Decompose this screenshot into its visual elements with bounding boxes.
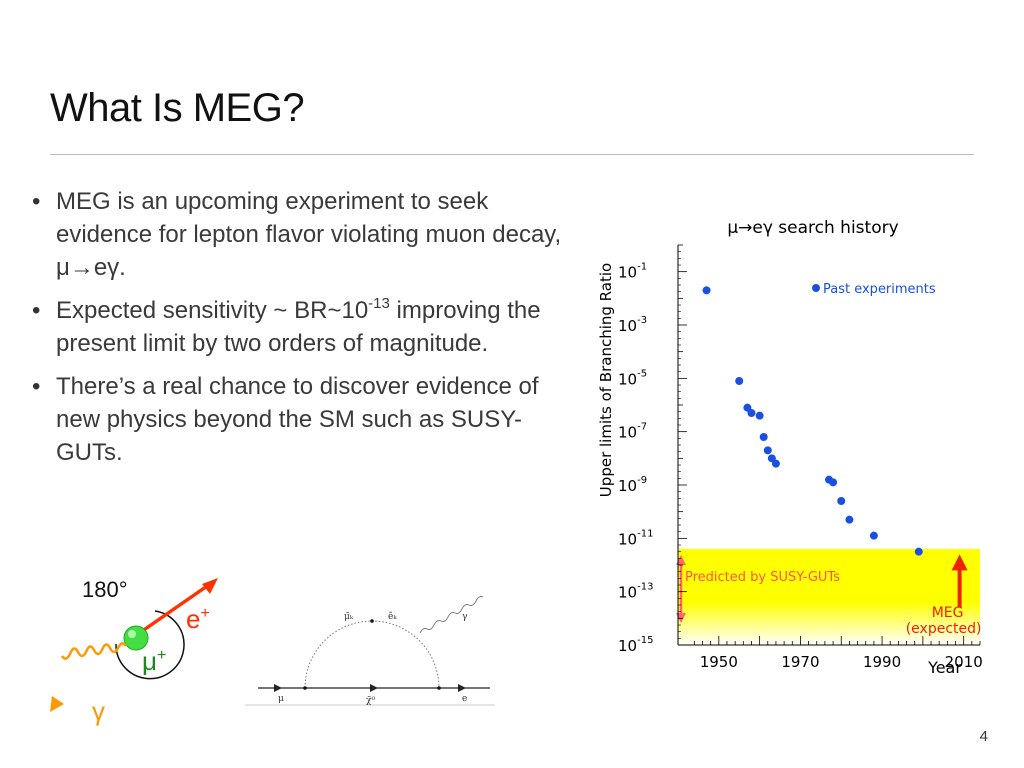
bullet-item: MEG is an upcoming experiment to seek ev… xyxy=(32,185,562,284)
y-axis-label: Upper limits of Branching Ratio xyxy=(597,263,615,497)
meg-label-expected: (expected) xyxy=(906,621,982,637)
susy-band xyxy=(676,549,980,645)
data-point xyxy=(747,409,756,417)
fermion-arrow-mid xyxy=(370,684,378,692)
bullet-text: MEG is an upcoming experiment to seek ev… xyxy=(56,188,562,281)
label-e: e xyxy=(462,694,467,704)
bullet-text-post: improving the present limit by two order… xyxy=(56,297,541,357)
positron-label: e+ xyxy=(186,604,210,634)
data-point xyxy=(869,531,878,540)
data-points xyxy=(702,286,923,556)
axis-ticks xyxy=(678,244,981,646)
y-tick-label: 10-7 xyxy=(618,422,647,442)
chart-text: 10-1 10-3 10-5 10-7 10-9 10-11 10-13 10-15 1950 1… xyxy=(597,218,983,677)
positron-arrowhead xyxy=(202,578,218,594)
meg-label: MEG xyxy=(932,605,964,621)
bullet-item: Expected sensitivity ~ BR~10-13 improvin… xyxy=(32,294,562,360)
label-smuon: μ̃ₖ xyxy=(344,611,354,622)
x-tick-label: 2010 xyxy=(945,653,983,671)
vertex-dot xyxy=(370,619,374,623)
slide-title: What Is MEG? xyxy=(50,86,305,130)
photon-label: γ xyxy=(92,696,105,726)
data-point xyxy=(702,286,711,295)
data-point xyxy=(763,446,772,455)
x-tick-label: 1950 xyxy=(700,653,738,671)
data-point xyxy=(914,547,923,556)
label-photon: γ xyxy=(462,612,467,622)
bullet-text-pre: Expected sensitivity ~ BR~10 xyxy=(56,297,369,324)
photon-arrowhead xyxy=(50,696,64,712)
x-axis-label: Year xyxy=(927,658,962,677)
label-mu: μ xyxy=(278,694,284,704)
susy-band-label: Predicted by SUSY-GUTs xyxy=(685,570,840,585)
decay-diagram: 180° e+ μ+ γ xyxy=(50,577,218,726)
data-point xyxy=(837,497,846,505)
scalar-loop xyxy=(304,620,440,689)
meg-expected-arrowhead xyxy=(951,554,968,571)
legend-label: Past experiments xyxy=(823,282,936,297)
y-tick-label: 10-3 xyxy=(618,315,647,335)
search-history-chart: 10-1 10-3 10-5 10-7 10-9 10-11 10-13 10-15 1950 1… xyxy=(597,218,983,677)
label-selectron: ẽₖ xyxy=(388,611,397,622)
muon-ball-highlight xyxy=(128,630,136,638)
fermion-arrow-in xyxy=(274,684,282,692)
susy-band-fill xyxy=(678,549,980,645)
vertex-dot xyxy=(303,686,307,690)
fermion-arrow-out xyxy=(458,684,466,692)
y-tick-label: 10-1 xyxy=(618,262,647,282)
y-tick-label: 10-15 xyxy=(618,635,653,655)
positron-track xyxy=(137,582,211,636)
data-point xyxy=(771,459,780,468)
chart-title: μ→eγ search history xyxy=(727,218,898,238)
feynman-diagram: μ e χ̃⁰ μ̃ₖ ẽₖ γ xyxy=(245,596,495,706)
data-point xyxy=(845,515,854,524)
bullet-list: MEG is an upcoming experiment to seek ev… xyxy=(32,185,562,479)
photon-line xyxy=(419,596,484,634)
angle-label: 180° xyxy=(82,577,128,602)
y-tick-label: 10-9 xyxy=(618,475,647,495)
legend-marker xyxy=(812,284,820,292)
vertex-dot xyxy=(437,686,441,690)
bullet-text-sup: -13 xyxy=(368,295,390,312)
x-tick-label: 1990 xyxy=(863,653,901,671)
x-tick-label: 1970 xyxy=(781,653,819,671)
y-tick-label: 10-5 xyxy=(618,368,647,388)
data-point xyxy=(735,377,744,385)
muon-label: μ+ xyxy=(142,646,166,676)
bullet-text: There’s a real chance to discover eviden… xyxy=(56,373,539,466)
data-point xyxy=(755,411,764,420)
photon-wave xyxy=(60,642,128,660)
y-tick-label: 10-13 xyxy=(618,582,653,602)
label-neutralino: χ̃⁰ xyxy=(366,695,375,706)
data-point xyxy=(759,433,768,441)
title-divider xyxy=(50,154,974,155)
y-tick-label: 10-11 xyxy=(618,528,653,548)
bullet-item: There’s a real chance to discover eviden… xyxy=(32,370,562,469)
data-point xyxy=(829,478,838,487)
angle-arc xyxy=(115,610,185,680)
page-number: 4 xyxy=(979,728,988,745)
